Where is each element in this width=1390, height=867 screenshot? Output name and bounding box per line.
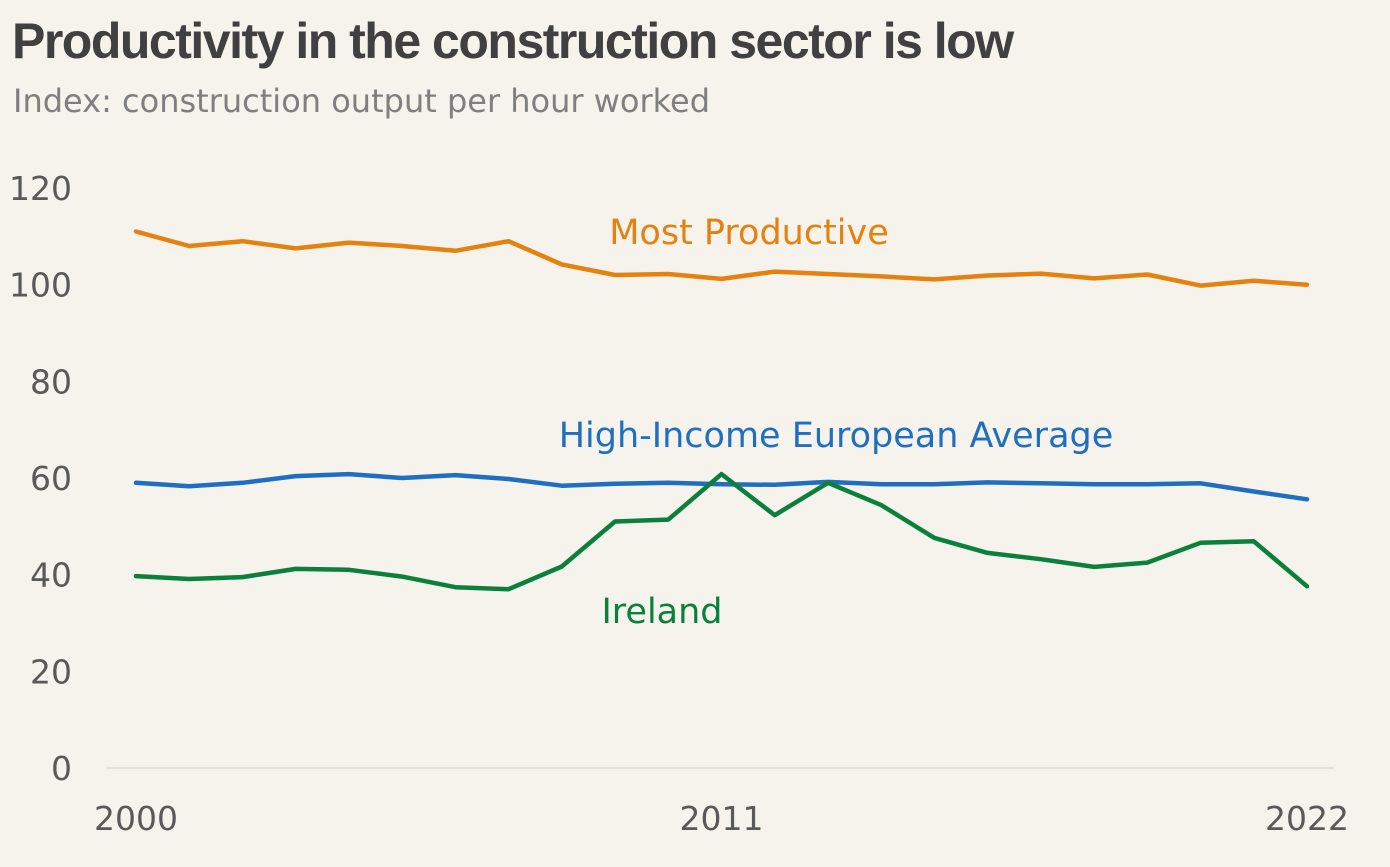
series-label-high-income-european-average: High-Income European Average	[559, 416, 1114, 456]
series-line-most-productive	[133, 229, 1310, 288]
series-label-most-productive: Most Productive	[609, 213, 889, 253]
y-tick-label: 0	[51, 749, 72, 788]
y-tick-label: 80	[30, 362, 72, 401]
y-tick-label: 20	[30, 652, 72, 691]
chart-subtitle: Index: construction output per hour work…	[13, 82, 711, 120]
x-tick-label: 2022	[1265, 799, 1349, 838]
x-tick-label: 2011	[680, 799, 764, 838]
chart-title: Productivity in the construction sector …	[12, 13, 1014, 69]
y-tick-label: 100	[9, 266, 72, 305]
series-lines	[133, 229, 1310, 592]
y-axis-ticks: 0 20 40 60 80 100 120	[9, 169, 72, 788]
series-label-ireland: Ireland	[601, 592, 722, 632]
y-tick-label: 60	[30, 459, 72, 498]
x-axis-ticks: 2000 2011 2022	[94, 799, 1349, 838]
series-line-ireland	[133, 471, 1310, 592]
series-line-high-income-european-average	[133, 471, 1310, 502]
x-tick-label: 2000	[94, 799, 178, 838]
y-tick-label: 40	[30, 556, 72, 595]
series-labels: Most Productive High-Income European Aver…	[559, 213, 1114, 632]
y-tick-label: 120	[9, 169, 72, 208]
